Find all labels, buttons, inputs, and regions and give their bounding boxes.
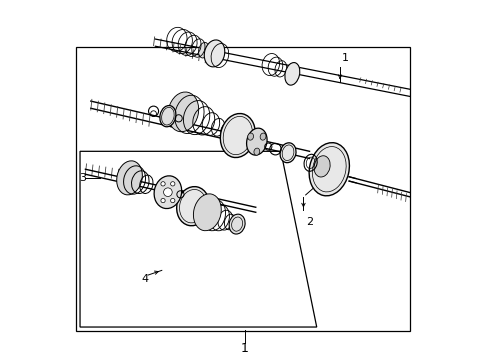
Text: 4: 4 (141, 274, 148, 284)
Circle shape (171, 198, 175, 203)
Ellipse shape (160, 105, 176, 127)
Text: 1: 1 (342, 53, 349, 63)
Ellipse shape (309, 143, 349, 196)
Circle shape (171, 182, 175, 186)
Ellipse shape (260, 133, 266, 140)
Ellipse shape (194, 194, 221, 231)
Ellipse shape (285, 63, 300, 85)
Ellipse shape (314, 156, 330, 177)
Circle shape (164, 188, 172, 197)
Circle shape (161, 198, 165, 203)
Ellipse shape (254, 148, 260, 155)
Ellipse shape (220, 113, 255, 158)
Ellipse shape (246, 128, 267, 155)
Ellipse shape (198, 42, 209, 58)
Ellipse shape (204, 40, 225, 67)
Ellipse shape (248, 133, 253, 140)
Text: 3: 3 (79, 173, 86, 183)
Text: 2: 2 (306, 217, 313, 226)
Text: 1: 1 (241, 342, 249, 355)
Ellipse shape (117, 161, 143, 195)
Ellipse shape (229, 214, 245, 234)
Ellipse shape (177, 186, 209, 226)
Ellipse shape (154, 176, 182, 208)
Ellipse shape (280, 143, 296, 163)
Circle shape (161, 182, 165, 186)
Ellipse shape (168, 92, 198, 132)
